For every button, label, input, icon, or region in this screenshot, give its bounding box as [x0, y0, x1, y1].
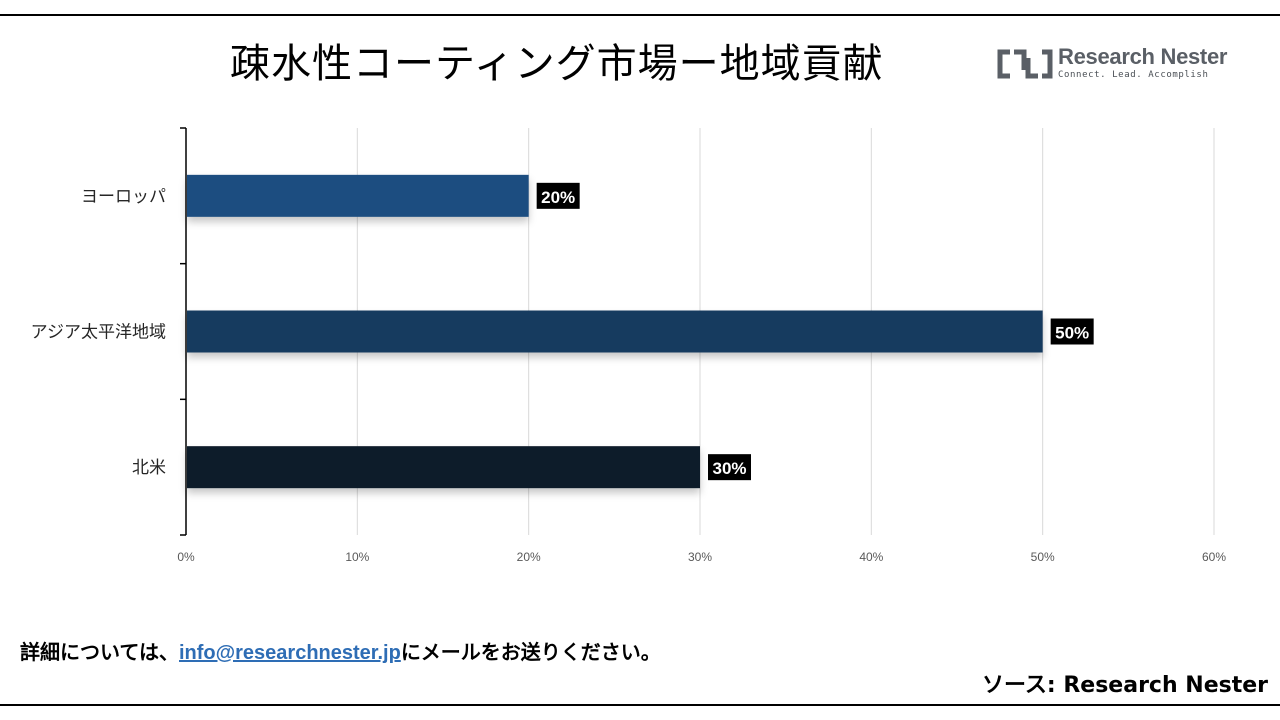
x-tick-label: 50% [1031, 550, 1055, 564]
research-nester-logo: Research Nester Connect. Lead. Accomplis… [996, 44, 1236, 88]
category-label: 北米 [132, 458, 166, 478]
logo-name: Research Nester [1058, 44, 1228, 69]
bars [187, 174, 1043, 489]
x-tick-label: 60% [1202, 550, 1226, 564]
top-rule [0, 14, 1280, 16]
category-label: ヨーロッパ [81, 187, 166, 207]
x-tick-label: 10% [345, 550, 369, 564]
logo-tagline: Connect. Lead. Accomplish [1058, 70, 1209, 80]
bottom-rule [0, 704, 1280, 706]
x-tick-labels: 0% 10% 20% 30% 40% 50% 60% [177, 550, 1226, 564]
research-nester-logo-icon [997, 49, 1053, 79]
category-label: アジア太平洋地域 [31, 323, 166, 343]
email-link[interactable]: info@researchnester.jp [179, 642, 401, 664]
data-labels: 20% 50% 30% [536, 182, 1094, 481]
contact-suffix: にメールをお送りください。 [400, 640, 661, 664]
y-axis [180, 127, 187, 536]
source-credit: ソース: Research Nester [981, 673, 1268, 698]
x-tick-label: 40% [859, 550, 883, 564]
data-label-box [1050, 318, 1094, 345]
x-tick-label: 0% [177, 550, 195, 564]
bar [187, 310, 1043, 353]
x-tick-label: 20% [517, 550, 541, 564]
data-label-box [708, 454, 751, 481]
chart-title: 疎水性コーティング市場ー地域貢献 [230, 41, 884, 87]
x-tick-label: 30% [688, 550, 712, 564]
data-label: 20% [541, 188, 575, 207]
bar [187, 174, 529, 217]
data-label: 50% [1055, 324, 1089, 343]
contact-prefix: 詳細については、 [20, 640, 179, 664]
data-label-box [536, 182, 580, 209]
contact-note: 詳細については、info@researchnester.jpにメールをお送りくだ… [20, 636, 661, 669]
data-label: 30% [712, 459, 746, 478]
bar [187, 446, 700, 489]
